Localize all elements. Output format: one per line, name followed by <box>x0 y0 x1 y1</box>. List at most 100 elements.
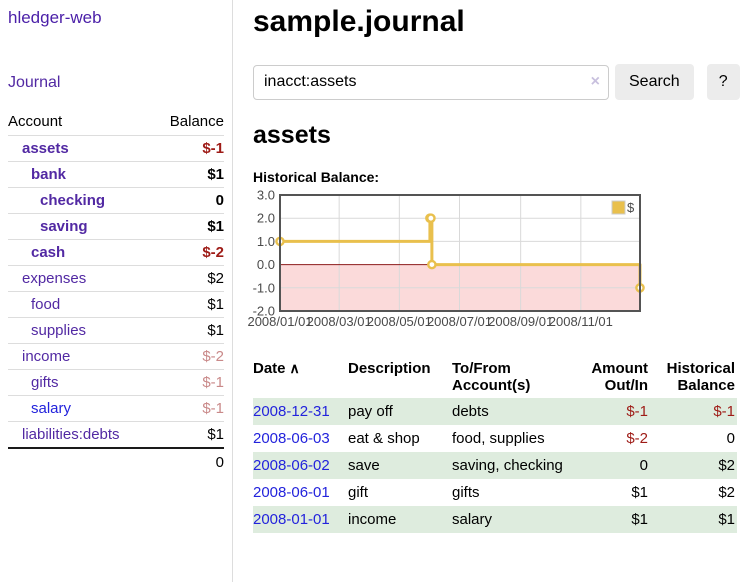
transaction-row: 2008-06-03 eat & shop food, supplies $-2 0 <box>253 425 737 452</box>
account-row-saving: saving $1 <box>8 213 224 240</box>
accounts-header-row: Account Balance <box>8 109 224 136</box>
account-row-assets: assets $-1 <box>8 136 224 162</box>
account-row-bank: bank $1 <box>8 161 224 188</box>
transaction-amount: $-1 <box>626 403 648 420</box>
transaction-amount: $1 <box>631 484 648 501</box>
account-balance: $-2 <box>153 239 224 266</box>
transaction-balance: $2 <box>718 457 735 474</box>
account-row-supplies: supplies $1 <box>8 317 224 344</box>
search-button[interactable]: Search <box>615 64 694 100</box>
transaction-date-link[interactable]: 2008-06-03 <box>253 430 330 447</box>
transaction-accounts: salary <box>452 511 493 528</box>
transaction-row: 2008-12-31 pay off debts $-1 $-1 <box>253 398 737 425</box>
account-link[interactable]: expenses <box>22 270 87 287</box>
register-header-balance: Historical Balance <box>666 360 735 394</box>
account-link[interactable]: gifts <box>31 374 59 391</box>
sidebar-nav: Journal <box>8 74 224 92</box>
historical-balance-chart[interactable]: 3.0 2.0 1.0 0.0 -1.0 -2.02008/01/012008/03/01… <box>247 188 653 341</box>
account-balance: $1 <box>153 317 224 344</box>
sort-ascending-icon: ∧ <box>289 360 300 376</box>
svg-text:-1.0: -1.0 <box>253 280 275 295</box>
register-header-accounts: To/From Account(s) <box>452 360 531 394</box>
transaction-accounts: gifts <box>452 484 480 501</box>
account-link[interactable]: income <box>22 348 71 365</box>
register-header-date[interactable]: Date ∧ <box>253 356 348 398</box>
account-link[interactable]: checking <box>40 192 106 209</box>
account-balance: 0 <box>153 187 224 214</box>
account-link[interactable]: food <box>31 296 61 313</box>
svg-text:0.0: 0.0 <box>257 257 275 272</box>
transaction-balance: $1 <box>718 511 735 528</box>
transaction-date-link[interactable]: 2008-06-02 <box>253 457 330 474</box>
account-balance: $-2 <box>153 343 224 370</box>
register-header-date-label: Date <box>253 360 286 377</box>
transaction-balance: $2 <box>718 484 735 501</box>
account-link[interactable]: saving <box>40 218 88 235</box>
svg-text:2008/05/01: 2008/05/01 <box>367 314 432 329</box>
register-header-amount: Amount Out/In <box>591 360 648 394</box>
transaction-row: 2008-06-02 save saving, checking 0 $2 <box>253 452 737 479</box>
account-row-salary: salary $-1 <box>8 395 224 422</box>
transaction-amount: $-2 <box>626 430 648 447</box>
account-link[interactable]: salary <box>31 400 72 417</box>
transaction-amount: 0 <box>639 457 648 474</box>
account-row-checking: checking 0 <box>8 187 224 214</box>
transaction-amount: $1 <box>631 511 648 528</box>
svg-text:$: $ <box>627 200 635 215</box>
svg-text:2008/07/01: 2008/07/01 <box>427 314 492 329</box>
accounts-table: Account Balance assets $-1 bank $1 checking 0… <box>8 109 224 475</box>
svg-text:2008/09/01: 2008/09/01 <box>488 314 553 329</box>
accounts-total-value: 0 <box>153 447 224 475</box>
account-row-expenses: expenses $2 <box>8 265 224 292</box>
search-form: × Search ? <box>253 64 740 100</box>
svg-text:2008/03/01: 2008/03/01 <box>307 314 372 329</box>
account-heading: assets <box>253 121 331 149</box>
svg-text:2.0: 2.0 <box>257 211 275 226</box>
transaction-date-link[interactable]: 2008-01-01 <box>253 511 330 528</box>
accounts-total-row: 0 <box>8 447 224 475</box>
help-button[interactable]: ? <box>706 64 740 100</box>
search-input[interactable] <box>253 64 609 100</box>
account-row-gifts: gifts $-1 <box>8 369 224 396</box>
transaction-description: income <box>348 511 397 528</box>
clear-search-icon[interactable]: × <box>590 72 600 90</box>
account-balance: $1 <box>153 291 224 318</box>
accounts-header-balance: Balance <box>153 109 224 136</box>
transaction-description: eat & shop <box>348 430 420 447</box>
transaction-date-link[interactable]: 2008-12-31 <box>253 403 330 420</box>
main-content: sample.journal × Search ? assets Histori… <box>234 0 742 533</box>
account-balance: $1 <box>153 213 224 240</box>
transaction-row: 2008-06-01 gift gifts $1 $2 <box>253 479 737 506</box>
app-title: hledger-web <box>8 8 224 28</box>
account-link[interactable]: cash <box>31 244 66 261</box>
sidebar: hledger-web Journal Account Balance asse… <box>0 0 233 582</box>
transaction-description: pay off <box>348 403 393 420</box>
transaction-date-link[interactable]: 2008-06-01 <box>253 484 330 501</box>
transaction-accounts: saving, checking <box>452 457 563 474</box>
account-balance: $1 <box>153 161 224 188</box>
page-title: sample.journal <box>253 5 465 38</box>
sidebar-item-journal[interactable]: Journal <box>8 74 61 91</box>
transaction-description: save <box>348 457 380 474</box>
account-row-cash: cash $-2 <box>8 239 224 266</box>
account-balance: $1 <box>153 421 224 448</box>
svg-text:2008/11/01: 2008/11/01 <box>549 314 613 329</box>
accounts-header-account: Account <box>8 109 154 136</box>
search-box: × <box>253 64 609 100</box>
svg-text:-2.0: -2.0 <box>253 304 275 319</box>
svg-text:1.0: 1.0 <box>257 234 275 249</box>
account-link[interactable]: liabilities:debts <box>22 426 120 443</box>
account-link[interactable]: assets <box>22 140 69 157</box>
transaction-accounts: food, supplies <box>452 430 545 447</box>
transaction-row: 2008-01-01 income salary $1 $1 <box>253 506 737 533</box>
account-row-liabilities-debts: liabilities:debts $1 <box>8 421 224 448</box>
account-link[interactable]: supplies <box>31 322 87 339</box>
accounts-total-spacer <box>8 447 154 475</box>
transaction-accounts: debts <box>452 403 489 420</box>
account-link[interactable]: bank <box>31 166 67 183</box>
svg-text:3.0: 3.0 <box>257 188 275 203</box>
app-title-link[interactable]: hledger-web <box>8 8 102 27</box>
account-row-income: income $-2 <box>8 343 224 370</box>
transaction-balance: 0 <box>726 430 735 447</box>
account-balance: $-1 <box>153 395 224 422</box>
